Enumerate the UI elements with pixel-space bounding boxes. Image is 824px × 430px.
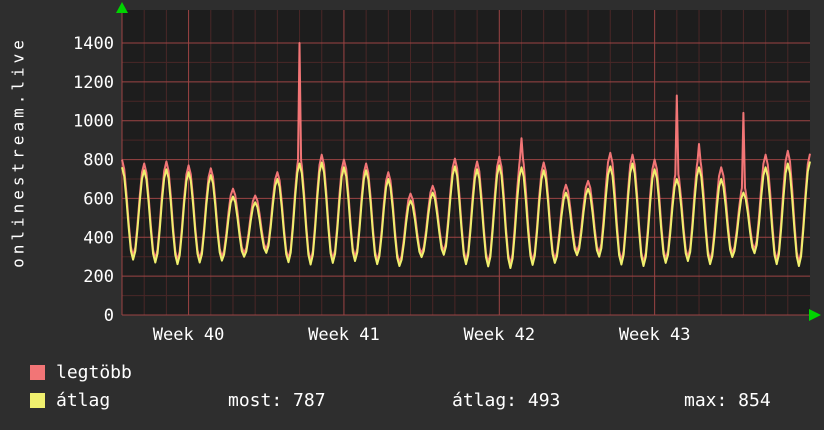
legend-label-atlag: átlag (56, 390, 111, 411)
y-tick-label: 800 (83, 151, 114, 171)
plot-area (122, 10, 810, 315)
legend-label-legtobb: legtöbb (56, 362, 132, 383)
series-line-atlag (121, 161, 811, 269)
y-tick-label: 600 (83, 189, 114, 209)
y-tick-label: 200 (83, 267, 114, 287)
stat-most: most: 787 (228, 390, 326, 411)
y-tick-label: 1000 (73, 112, 114, 132)
graph-plot: 0 200 400 600 800 1000 1200 1400 Week 40 Week 41 W… (73, 2, 821, 345)
x-axis-arrow-icon (809, 309, 821, 321)
y-tick-label: 1400 (73, 34, 114, 54)
legend-swatch-atlag (30, 393, 45, 408)
y-tick-label: 400 (83, 228, 114, 248)
stat-atlag: átlag: 493 (452, 390, 561, 411)
y-tick-label: 0 (104, 306, 114, 326)
y-axis-arrow-icon (116, 2, 128, 13)
stat-max: max: 854 (684, 390, 771, 411)
x-tick-label: Week 40 (153, 325, 225, 345)
y-tick-label: 1200 (73, 73, 114, 93)
x-tick-label: Week 42 (463, 325, 535, 345)
x-tick-label: Week 41 (308, 325, 380, 345)
x-tick-label: Week 43 (619, 325, 691, 345)
legend-swatch-legtobb (30, 365, 45, 380)
